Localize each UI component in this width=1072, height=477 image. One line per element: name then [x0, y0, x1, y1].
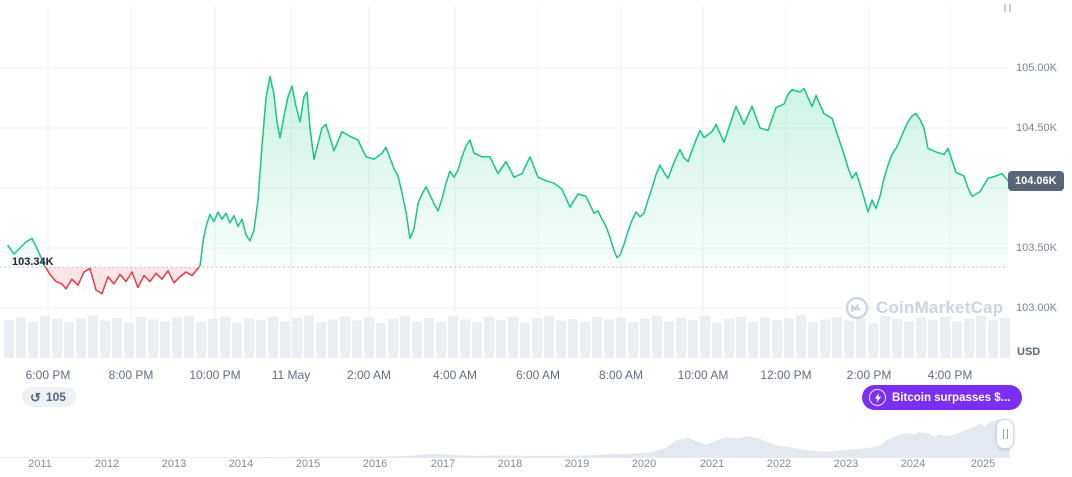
y-axis-tick-label: 103.00K [1016, 302, 1057, 314]
timeline-area [0, 419, 1010, 458]
x-axis-time-label: 4:00 AM [432, 368, 478, 382]
timeline-year-label: 2022 [766, 458, 792, 470]
x-axis-time-label: 2:00 AM [346, 368, 392, 382]
x-axis-time-label: 4:00 PM [927, 368, 973, 382]
watermark-text: CoinMarketCap [876, 298, 1004, 317]
current-price-badge: 104.06K [1008, 170, 1064, 191]
lightning-icon [869, 389, 886, 406]
history-icon: ↺ [30, 389, 41, 405]
x-axis-time-label: 10:00 PM [189, 368, 241, 382]
history-events-button[interactable]: ↺ 105 [22, 387, 76, 407]
timeline-year-label: 2018 [497, 458, 523, 470]
y-axis-tick-label: 103.50K [1016, 242, 1057, 254]
price-line-down [44, 267, 200, 295]
price-chart-canvas[interactable] [0, 0, 1010, 362]
y-axis-unit-label: USD [1017, 346, 1041, 358]
timeline-year-label: 2019 [564, 458, 590, 470]
x-axis-time-label: 12:00 PM [760, 368, 812, 382]
x-axis-time-label: 8:00 PM [108, 368, 154, 382]
previous-close-label: 103.34K [12, 256, 54, 268]
announcement-text: Bitcoin surpasses $... [892, 391, 1011, 404]
x-axis-time-label: 10:00 AM [677, 368, 729, 382]
price-area-up [8, 76, 1008, 268]
resize-handle-icon [1004, 4, 1011, 12]
x-axis-time-label: 11 May [271, 368, 311, 382]
y-axis-tick-label: 104.50K [1016, 122, 1057, 134]
timeline-year-label: 2025 [970, 458, 996, 470]
price-line-up [7, 75, 1009, 268]
x-axis-time-label: 2:00 PM [846, 368, 892, 382]
coinmarketcap-watermark: CoinMarketCap [845, 296, 1003, 320]
timeline-year-label: 2014 [228, 458, 254, 470]
x-axis-time-label: 6:00 AM [515, 368, 561, 382]
timeline-scrubber-handle[interactable] [996, 419, 1014, 449]
x-axis-time-label: 8:00 AM [598, 368, 644, 382]
timeline-year-label: 2017 [430, 458, 456, 470]
history-count: 105 [45, 390, 66, 404]
price-area-down [45, 267, 199, 294]
volume-bars [4, 315, 1010, 358]
timeline-year-label: 2020 [631, 458, 657, 470]
timeline-minimap[interactable] [0, 412, 1010, 458]
timeline-year-label: 2015 [295, 458, 321, 470]
timeline-year-label: 2016 [362, 458, 388, 470]
y-axis-tick-label: 105.00K [1016, 62, 1057, 74]
x-axis-time-label: 6:00 PM [25, 368, 71, 382]
timeline-year-label: 2013 [161, 458, 187, 470]
announcement-button[interactable]: Bitcoin surpasses $... [862, 385, 1023, 410]
coinmarketcap-logo-icon [845, 296, 869, 320]
timeline-year-label: 2021 [699, 458, 725, 470]
timeline-year-label: 2011 [28, 458, 52, 470]
timeline-year-label: 2012 [94, 458, 120, 470]
timeline-year-label: 2024 [900, 458, 926, 470]
timeline-year-label: 2023 [833, 458, 859, 470]
